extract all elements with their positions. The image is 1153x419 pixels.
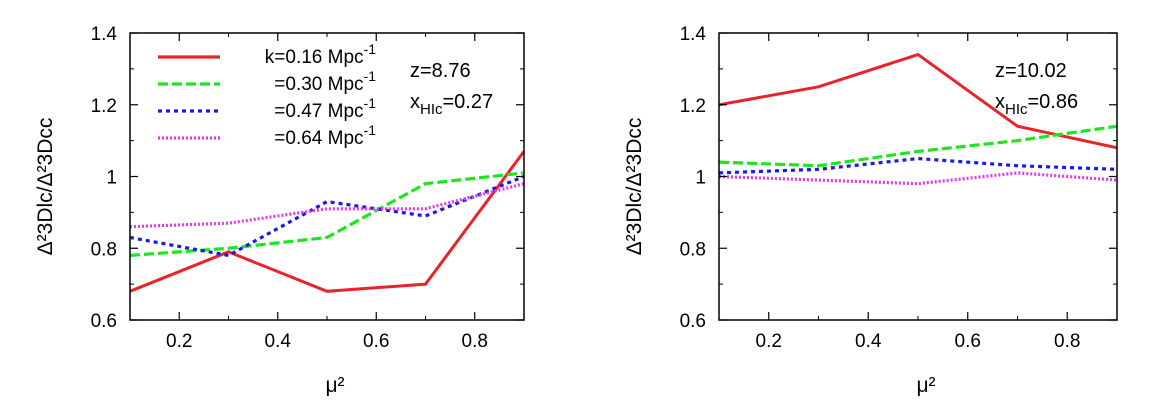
y-tick-label: 0.6 [680,311,706,332]
series-line-2 [130,171,524,258]
x-tick-label: 0.8 [462,331,488,352]
chart-panel-1: 0.6 0.8 1 1.2 1.4 0.2 0.4 0.6 0.8 μ² Δ²3Dlc/Δ²3Dcc… [34,24,525,397]
legend: k=0.16 Mpc-1=0.30 Mpc-1=0.47 Mpc-1=0.64 … [158,41,376,149]
ionization-value: =0.86 [1028,91,1079,113]
series-line-3 [130,175,524,258]
x-tick-label: 0.6 [363,331,389,352]
series-line-1 [130,150,524,293]
x-axis-label: μ² [325,374,344,397]
series-group [130,150,524,293]
y-tick-label: 1.2 [680,96,706,117]
y-tick-label: 1 [106,168,117,189]
ionization-annotation: xHIc=0.86 [995,91,1078,118]
series-line-4 [719,171,1117,186]
x-tick-label: 0.2 [166,331,192,352]
y-tick-label: 0.6 [91,311,117,332]
y-axis-label: Δ²3Dlc/Δ²3Dcc [623,118,646,256]
y-axis-label: Δ²3Dlc/Δ²3Dcc [34,118,57,256]
y-tick-label: 1.4 [680,24,707,45]
series-line-2 [719,124,1117,168]
redshift-annotation: z=8.76 [410,60,471,82]
chart-panel-2: 0.6 0.8 1 1.2 1.4 0.2 0.4 0.6 0.8 μ² Δ²3Dlc/Δ²3Dcc… [623,24,1118,397]
y-tick-label: 1 [695,168,706,189]
legend-label-2: =0.30 Mpc-1 [274,68,376,95]
ionization-symbol: x [410,91,420,113]
x-tick-label: 0.8 [1054,331,1080,352]
y-tick-label: 1.2 [91,96,117,117]
x-tick-label: 0.2 [756,331,782,352]
ionization-annotation: xHIc=0.27 [410,91,493,118]
ionization-subscript: HIc [1005,101,1028,118]
x-tick-label: 0.4 [265,331,292,352]
x-axis-label: μ² [916,374,935,397]
y-tick-label: 0.8 [91,239,117,260]
ionization-subscript: HIc [420,101,443,118]
series-line-3 [719,156,1117,175]
series-group [719,52,1117,186]
series-line-4 [130,182,524,229]
ionization-value: =0.27 [443,91,494,113]
series-line-1 [719,52,1117,150]
legend-label-1: k=0.16 Mpc-1 [265,41,376,68]
y-tick-label: 1.4 [91,24,118,45]
redshift-annotation: z=10.02 [995,60,1067,82]
x-tick-label: 0.6 [955,331,981,352]
legend-label-4: =0.64 Mpc-1 [274,122,376,149]
legend-label-3: =0.47 Mpc-1 [274,95,376,122]
x-tick-label: 0.4 [855,331,882,352]
ionization-symbol: x [995,91,1005,113]
y-tick-label: 0.8 [680,239,706,260]
